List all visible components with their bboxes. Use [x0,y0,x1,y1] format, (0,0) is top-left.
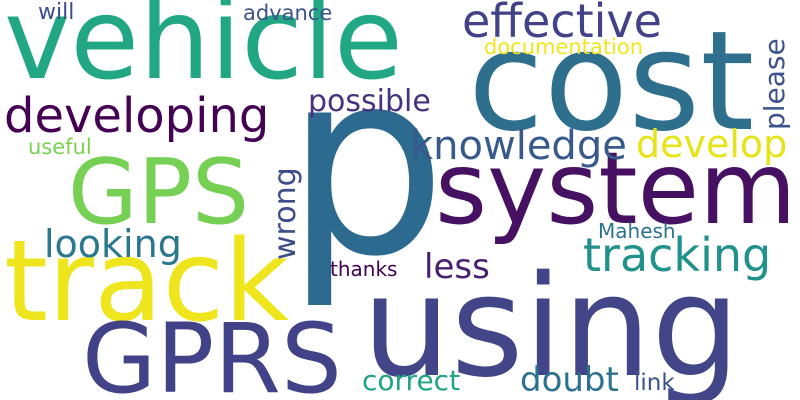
word-advance: advance [243,1,333,25]
word-correct: correct [362,364,461,397]
word-cost: cost [468,1,755,162]
word-vehicle: vehicle [4,0,403,105]
word-useful: useful [28,135,92,159]
word-system: system [435,130,797,247]
word-develop: develop [636,122,788,166]
word-knowledge: knowledge [410,123,627,169]
word-doubt: doubt [520,360,619,400]
word-please: please [758,38,791,130]
word-effective: effective [462,0,662,48]
word-wrong: wrong [268,167,303,260]
word-will: will [38,0,75,25]
word-documentation: documentation [484,35,644,59]
word-GPS: GPS [68,140,250,245]
word-looking: looking [44,222,182,266]
word-tracking: tracking [583,228,772,282]
word-less: less [424,247,490,287]
word-possible: possible [308,84,431,119]
word-using: using [362,246,741,400]
word-link: link [634,370,675,396]
word-Mahesh: Mahesh [598,219,676,243]
word-GPRS: GPRS [82,303,342,400]
word-thanks: thanks [330,257,398,281]
word-p: p [285,16,447,313]
word-track: track [4,217,290,347]
word-developing: developing [4,88,270,144]
